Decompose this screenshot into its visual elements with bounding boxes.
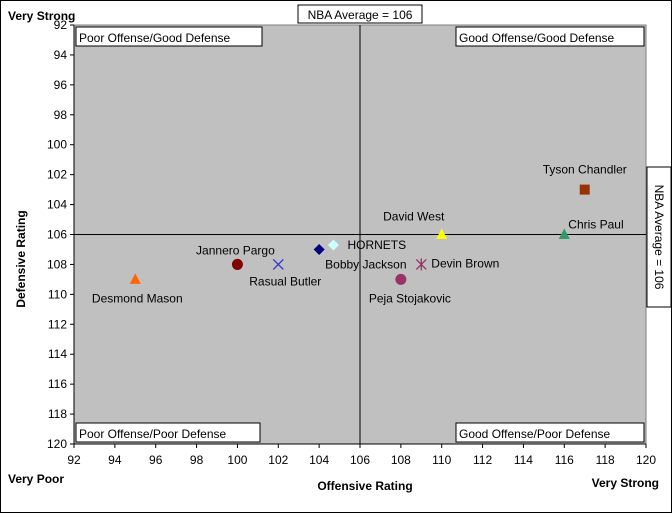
x-tick-label: 120: [636, 453, 656, 467]
data-points: Tyson Chandler Chris Paul David West Janner…: [92, 163, 627, 306]
axis-end-bottom-right: Very Strong: [592, 476, 659, 490]
x-tick-label: 108: [391, 453, 411, 467]
y-tick-label: 98: [54, 108, 68, 122]
label-jannero-pargo: Jannero Pargo: [196, 243, 275, 257]
axis-end-bottom-left: Very Poor: [8, 472, 64, 486]
y-tick-label: 112: [48, 317, 67, 331]
x-tick-label: 116: [555, 453, 574, 467]
x-tick-label: 94: [108, 453, 122, 467]
label-desmond-mason: Desmond Mason: [92, 291, 183, 305]
point-jannero-pargo: [231, 258, 243, 270]
x-tick-label: 96: [149, 453, 163, 467]
point-rasual-butler: [272, 258, 284, 270]
quadrant-bottom-right-box: [455, 422, 645, 443]
quadrant-top-right-box: [455, 26, 645, 47]
y-tick-label: 102: [47, 168, 67, 182]
x-tick-label: 98: [190, 453, 204, 467]
horizontal-average-label: NBA Average = 106: [652, 185, 666, 290]
point-hornets: [327, 239, 339, 251]
y-tick-label: 110: [48, 287, 67, 301]
vertical-average-label-box: [297, 4, 423, 24]
x-axis-title: Offensive Rating: [317, 479, 412, 493]
y-tick-label: 96: [54, 78, 68, 92]
quadrant-bottom-left-label: Poor Offense/Poor Defense: [79, 427, 227, 441]
axis-ticks: 92 94 96 98 100 102 104 106 108 110 112 114 116 118 12…: [47, 18, 656, 467]
label-peja-stojakovic: Peja Stojakovic: [369, 291, 451, 305]
label-hornets: HORNETS: [347, 238, 406, 252]
point-desmond-mason: [129, 273, 141, 284]
reference-lines: NBA Average = 106 NBA Average = 106: [74, 4, 672, 444]
y-tick-label: 118: [48, 407, 67, 421]
quadrant-top-right-label: Good Offense/Good Defense: [459, 31, 615, 45]
y-tick-label: 116: [48, 377, 67, 391]
y-tick-label: 100: [47, 138, 67, 152]
axis-labels: Offensive Rating Defensive Rating Very S…: [8, 9, 659, 493]
label-chris-paul: Chris Paul: [568, 218, 623, 232]
point-chris-paul: [558, 228, 570, 239]
quadrant-bottom-left-box: [75, 422, 261, 443]
x-tick-label: 110: [432, 453, 451, 467]
y-tick-label: 92: [54, 18, 68, 32]
x-tick-label: 92: [67, 453, 81, 467]
label-rasual-butler: Rasual Butler: [249, 274, 321, 288]
quadrant-top-left-label: Poor Offense/Good Defense: [79, 31, 231, 45]
vertical-average-label: NBA Average = 106: [308, 8, 413, 22]
label-tyson-chandler: Tyson Chandler: [543, 163, 627, 177]
axis-end-top-left: Very Strong: [8, 9, 75, 23]
x-tick-label: 104: [309, 453, 329, 467]
y-tick-label: 120: [47, 437, 67, 451]
point-devin-brown: [415, 258, 427, 271]
x-tick-label: 100: [227, 453, 247, 467]
point-tyson-chandler: [579, 184, 590, 195]
y-tick-label: 104: [47, 198, 67, 212]
y-axis-title: Defensive Rating: [14, 210, 28, 307]
label-david-west: David West: [383, 210, 445, 224]
y-tick-label: 108: [47, 257, 67, 271]
x-tick-label: 114: [514, 453, 533, 467]
y-tick-label: 106: [47, 228, 67, 242]
horizontal-average-label-box: [646, 166, 672, 308]
label-devin-brown: Devin Brown: [431, 256, 499, 270]
quadrant-labels: Poor Offense/Good Defense Good Offense/Go…: [75, 26, 645, 443]
label-bobby-jackson: Bobby Jackson: [325, 257, 406, 271]
point-david-west: [436, 228, 448, 239]
x-tick-label: 112: [473, 453, 492, 467]
point-peja-stojakovic: [395, 273, 407, 285]
x-tick-label: 102: [268, 453, 288, 467]
x-tick-label: 106: [350, 453, 370, 467]
point-bobby-jackson: [313, 243, 325, 255]
x-tick-label: 118: [596, 453, 615, 467]
quadrant-bottom-right-label: Good Offense/Poor Defense: [459, 427, 611, 441]
quadrant-top-left-box: [75, 26, 263, 47]
y-tick-label: 94: [54, 48, 68, 62]
y-tick-label: 114: [48, 347, 67, 361]
